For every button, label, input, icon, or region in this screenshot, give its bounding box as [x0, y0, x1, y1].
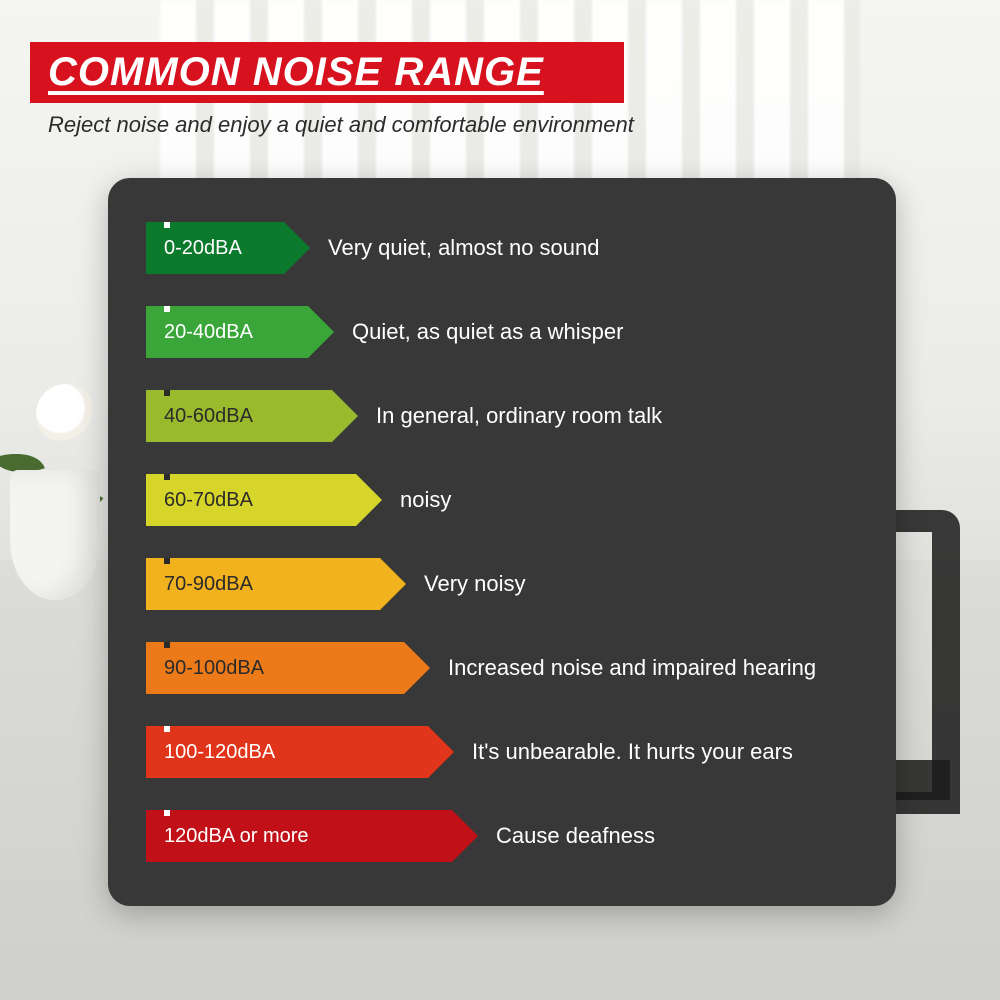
noise-level-description: Very quiet, almost no sound: [328, 235, 858, 261]
noise-level-row: 20-40dBA Quiet, as quiet as a whisper: [146, 306, 858, 358]
noise-level-description: Increased noise and impaired hearing: [448, 655, 858, 681]
noise-level-row: 40-60dBA In general, ordinary room talk: [146, 390, 858, 442]
arrowhead-icon: [428, 726, 454, 778]
noise-level-row: 120dBA or more Cause deafness: [146, 810, 858, 862]
arrowhead-icon: [404, 642, 430, 694]
noise-level-row: 70-90dBA Very noisy: [146, 558, 858, 610]
noise-level-range-label: 90-100dBA: [164, 657, 264, 680]
noise-level-range-label: 20-40dBA: [164, 321, 253, 344]
subtitle-text: Reject noise and enjoy a quiet and comfo…: [48, 112, 634, 138]
noise-level-arrow: 90-100dBA: [146, 642, 404, 694]
arrowhead-icon: [284, 222, 310, 274]
noise-level-range-label: 40-60dBA: [164, 405, 253, 428]
arrowhead-icon: [308, 306, 334, 358]
noise-level-range-label: 70-90dBA: [164, 573, 253, 596]
noise-level-range-label: 100-120dBA: [164, 741, 275, 764]
title-banner: COMMON NOISE RANGE: [30, 42, 624, 103]
noise-level-row: 60-70dBA noisy: [146, 474, 858, 526]
noise-level-row: 100-120dBA It's unbearable. It hurts your…: [146, 726, 858, 778]
noise-level-arrow: 20-40dBA: [146, 306, 308, 358]
noise-level-row: 0-20dBA Very quiet, almost no sound: [146, 222, 858, 274]
noise-level-description: noisy: [400, 487, 858, 513]
noise-range-panel: 0-20dBA Very quiet, almost no sound 20-40d…: [108, 178, 896, 906]
arrowhead-icon: [332, 390, 358, 442]
noise-level-arrow: 70-90dBA: [146, 558, 380, 610]
noise-level-arrow: 120dBA or more: [146, 810, 452, 862]
noise-level-range-label: 0-20dBA: [164, 237, 242, 260]
noise-level-row: 90-100dBA Increased noise and impaired he…: [146, 642, 858, 694]
noise-level-arrow: 0-20dBA: [146, 222, 284, 274]
noise-level-description: Very noisy: [424, 571, 858, 597]
noise-level-arrow: 40-60dBA: [146, 390, 332, 442]
noise-level-description: Quiet, as quiet as a whisper: [352, 319, 858, 345]
noise-level-description: Cause deafness: [496, 823, 858, 849]
noise-level-description: It's unbearable. It hurts your ears: [472, 739, 858, 765]
noise-level-description: In general, ordinary room talk: [376, 403, 858, 429]
noise-level-arrow: 100-120dBA: [146, 726, 428, 778]
arrowhead-icon: [380, 558, 406, 610]
arrowhead-icon: [452, 810, 478, 862]
noise-level-range-label: 120dBA or more: [164, 825, 309, 848]
noise-level-arrow: 60-70dBA: [146, 474, 356, 526]
arrowhead-icon: [356, 474, 382, 526]
noise-level-range-label: 60-70dBA: [164, 489, 253, 512]
